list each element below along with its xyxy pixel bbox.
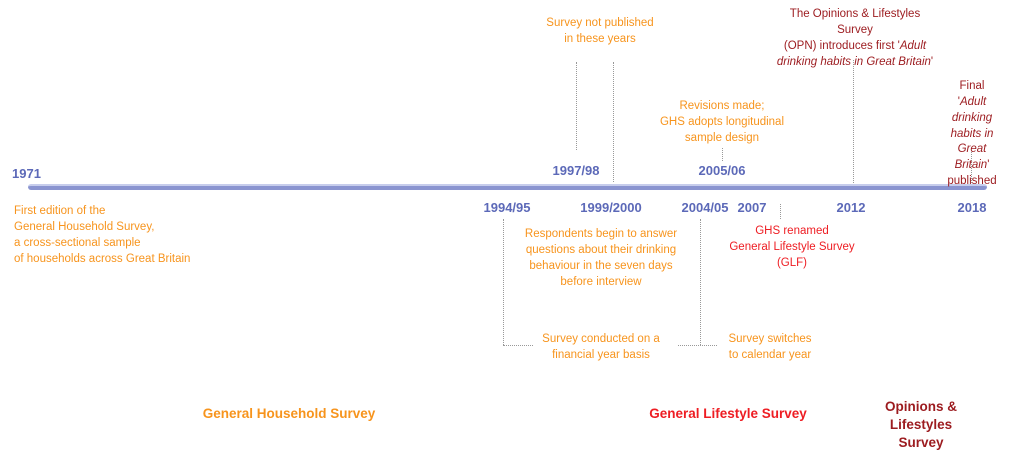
- note-survey-not-published: Survey not published in these years: [546, 17, 654, 45]
- note-financial-year: Survey conducted on a financial year bas…: [542, 333, 660, 361]
- label-general-household-survey: General Household Survey: [202, 406, 376, 421]
- note-respondents: Respondents begin to answer questions ab…: [524, 228, 678, 288]
- note-opn-introduces: The Opinions & Lifestyles Survey (OPN) i…: [771, 7, 940, 70]
- final-title-italic: Adult drinking habits in Great Britain: [950, 95, 994, 172]
- note-calendar-year: Survey switches to calendar year: [728, 333, 812, 361]
- year-label-1994-95: 1994/95: [483, 200, 531, 215]
- label-opinions-lifestyles-survey: Opinions & Lifestyles Survey: [885, 399, 957, 451]
- opn-intro-text: The Opinions & Lifestyles Survey (OPN) i…: [783, 8, 921, 52]
- final-published-text: ' published: [947, 159, 997, 188]
- leader-line-2007-renamed: [780, 204, 781, 219]
- final-text: Final ': [957, 80, 985, 108]
- year-label-1997-98: 1997/98: [552, 163, 600, 178]
- year-label-2007: 2007: [737, 200, 767, 215]
- leader-line-2005-revisions: [722, 148, 723, 161]
- timeline-bar: [28, 184, 987, 190]
- year-label-2012: 2012: [836, 200, 866, 215]
- year-label-2005-06: 2005/06: [698, 163, 746, 178]
- year-label-2018: 2018: [957, 200, 987, 215]
- year-label-1999-2000: 1999/2000: [580, 200, 642, 215]
- opn-intro-title-italic: Adult drinking habits in Great Britain: [776, 39, 931, 68]
- leader-line-opn-2012: [853, 60, 854, 183]
- leader-line-calendar-horizontal: [678, 345, 717, 346]
- year-label-2004-05: 2004/05: [681, 200, 729, 215]
- note-ghs-renamed: GHS renamed General Lifestyle Survey (GL…: [729, 225, 855, 269]
- leader-line-financial-horizontal: [503, 345, 533, 346]
- leader-line-1999-end: [613, 62, 614, 182]
- leader-line-2004-calendar: [700, 219, 701, 345]
- note-first-edition: First edition of the General Household S…: [14, 205, 191, 265]
- leader-line-1997-start: [576, 62, 577, 150]
- year-label-1971: 1971: [12, 166, 41, 181]
- note-revisions: Revisions made; GHS adopts longitudinal …: [659, 100, 785, 144]
- label-general-lifestyle-survey: General Lifestyle Survey: [649, 406, 807, 421]
- leader-line-final-2018: [971, 152, 972, 183]
- note-final-published: Final 'Adult drinking habits in Great Br…: [946, 79, 998, 190]
- opn-intro-close-quote: ': [930, 55, 934, 68]
- leader-line-1994-financial: [503, 219, 504, 345]
